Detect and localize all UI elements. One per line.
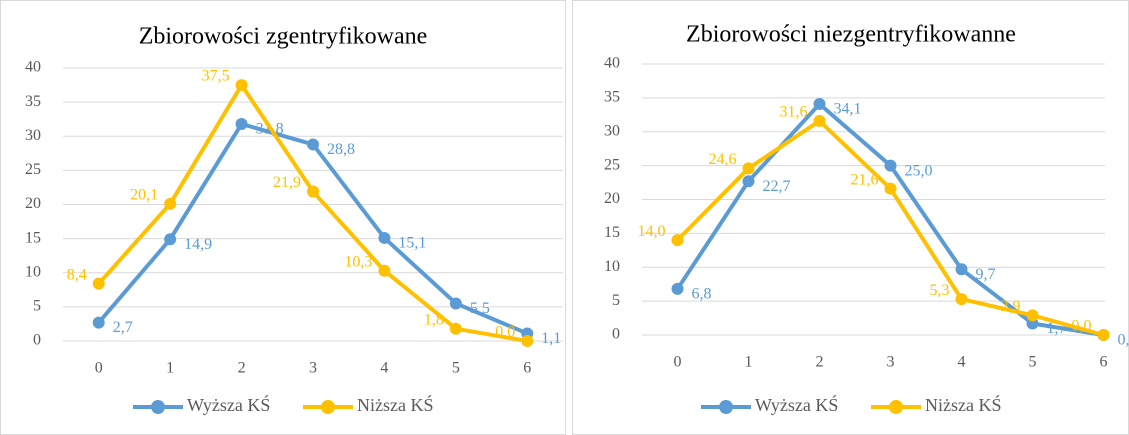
point [671, 282, 684, 295]
y-tick-label: 35 [25, 93, 41, 110]
panel [0, 0, 566, 435]
point [1026, 309, 1039, 322]
y-tick-label: 15 [25, 229, 41, 246]
point [955, 263, 968, 276]
data-label: 22,7 [763, 178, 791, 195]
y-tick-label: 0 [612, 326, 620, 343]
data-label: 24,6 [709, 151, 737, 168]
x-tick-label: 4 [380, 360, 388, 377]
point [884, 182, 897, 195]
y-tick-label: 30 [25, 127, 41, 144]
x-tick-label: 4 [958, 354, 966, 371]
x-tick-label: 3 [309, 360, 317, 377]
x-tick-label: 0 [674, 354, 682, 371]
data-label: 25,0 [905, 162, 933, 179]
data-label: 10,3 [344, 253, 372, 270]
data-label: 14,9 [184, 236, 212, 253]
legend-label: Niższa KŚ [925, 394, 1001, 415]
data-label: 34,1 [834, 101, 862, 118]
data-label: 1,8 [424, 311, 444, 328]
data-label: 9,7 [976, 266, 996, 283]
y-tick-label: 10 [25, 263, 41, 280]
point [164, 233, 177, 246]
y-tick-label: 30 [604, 122, 620, 139]
legend-label: Niższa KŚ [357, 394, 433, 415]
legend-label: Wyższa KŚ [755, 394, 838, 415]
y-tick-label: 25 [25, 161, 41, 178]
data-label: 14,0 [638, 223, 666, 240]
x-tick-label: 0 [95, 360, 103, 377]
data-label: 0,0 [495, 324, 515, 341]
y-tick-label: 35 [604, 89, 620, 106]
x-tick-label: 1 [745, 354, 753, 371]
y-tick-label: 25 [604, 156, 620, 173]
data-label: 5,5 [470, 300, 490, 317]
y-tick-label: 5 [33, 298, 41, 315]
y-tick-label: 15 [604, 224, 620, 241]
point [521, 335, 534, 347]
y-tick-label: 40 [25, 59, 41, 76]
data-label: 21,9 [273, 174, 301, 191]
y-tick-label: 40 [604, 55, 620, 72]
y-tick-label: 10 [604, 258, 620, 275]
data-label: 8,4 [67, 266, 87, 283]
data-label: 37,5 [202, 68, 230, 85]
point [235, 79, 248, 92]
data-label: 2,7 [113, 319, 133, 336]
point [92, 277, 105, 290]
point [955, 293, 968, 306]
data-label: 0,0 [1118, 332, 1129, 349]
point [378, 231, 391, 244]
point [92, 316, 105, 329]
data-label: 31,6 [780, 104, 808, 121]
x-tick-label: 2 [816, 354, 824, 371]
data-label: 21,6 [851, 171, 879, 188]
point [307, 138, 319, 151]
y-tick-label: 5 [612, 292, 620, 309]
data-label: 0,0 [1072, 318, 1092, 335]
point [813, 114, 826, 127]
point [1097, 329, 1110, 341]
x-tick-label: 5 [1029, 354, 1037, 371]
data-label: 28,8 [327, 141, 355, 158]
legend-marker [889, 400, 903, 414]
x-tick-label: 6 [1100, 354, 1108, 371]
chart-title: Zbiorowości zgentryfikowane [139, 24, 428, 50]
data-label: 5,3 [930, 282, 950, 299]
point [813, 97, 826, 110]
point [671, 234, 684, 247]
data-label: 15,1 [398, 235, 426, 252]
point [164, 197, 177, 210]
point [884, 159, 897, 172]
chart-title: Zbiorowości niezgentryfikowanne [686, 22, 1016, 48]
x-tick-label: 2 [238, 360, 246, 377]
x-tick-label: 3 [887, 354, 895, 371]
legend-label: Wyższa KŚ [187, 394, 270, 415]
y-tick-label: 20 [604, 190, 620, 207]
point [742, 175, 755, 188]
data-label: 20,1 [130, 186, 158, 203]
x-tick-label: 1 [166, 360, 174, 377]
data-label: 2,9 [1001, 298, 1021, 315]
x-tick-label: 5 [452, 360, 460, 377]
panel [572, 0, 1129, 435]
point [235, 117, 248, 130]
legend-marker [719, 400, 733, 414]
point [378, 264, 391, 277]
data-label: 6,8 [692, 286, 712, 303]
x-tick-label: 6 [523, 360, 531, 377]
y-tick-label: 20 [25, 195, 41, 212]
point [449, 297, 462, 310]
point [307, 185, 319, 198]
data-label: 1,1 [541, 330, 561, 347]
legend-marker [151, 400, 165, 414]
point [742, 162, 755, 175]
y-tick-label: 0 [33, 332, 41, 349]
legend-marker [321, 400, 335, 414]
point [449, 322, 462, 335]
